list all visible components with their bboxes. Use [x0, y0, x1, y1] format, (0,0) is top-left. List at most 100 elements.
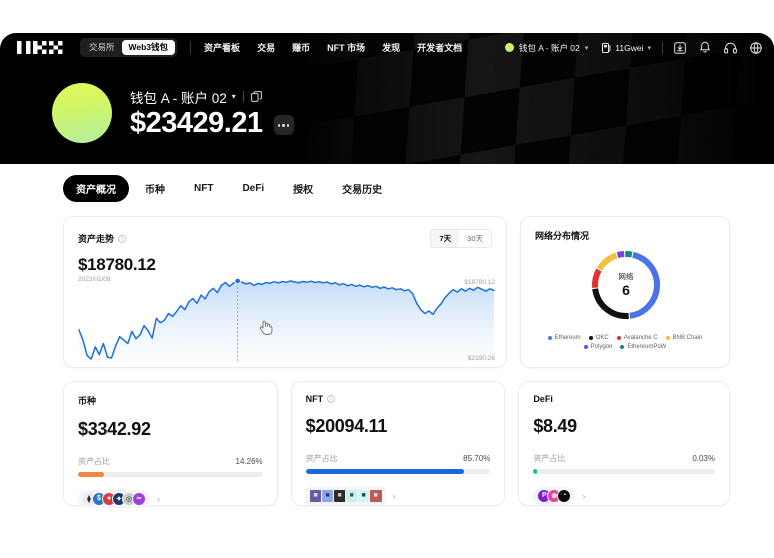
donut-segment-ethereumpow[interactable]: [625, 251, 633, 258]
trend-range-7d[interactable]: 7天: [431, 230, 460, 247]
legend-dot-ethereumpow: [620, 345, 625, 349]
asset-breakdown-cards: 币种 $3342.92 资产占比 14.26% ⧫ $ ● ✦ ◎: [0, 368, 774, 508]
donut-segment-ethereum[interactable]: [629, 251, 661, 319]
nft-ratio-label: 资产占比: [305, 454, 338, 463]
main-content: 资产概况 币种 NFT DeFi 授权 交易历史 资产走势 7天: [0, 164, 774, 558]
tokens-chip-group[interactable]: ⧫ $ ● ✦ ◎ ∞: [78, 489, 150, 508]
legend-dot-okc: [588, 336, 593, 340]
bell-icon[interactable]: [699, 41, 711, 54]
chart-low-label: $2190.26: [467, 355, 495, 362]
copy-icon[interactable]: [250, 91, 262, 102]
hero-checker-pattern: [300, 33, 774, 164]
chevron-down-icon[interactable]: ▾: [231, 92, 236, 102]
chevron-right-icon[interactable]: ›: [582, 490, 586, 501]
tab-defi[interactable]: DeFi: [242, 183, 265, 194]
defi-ratio-bar-fill: [533, 469, 538, 474]
tokens-ratio-bar-fill: [78, 472, 105, 477]
trend-chart-svg: [78, 277, 495, 363]
nav-link-trade[interactable]: 交易: [257, 43, 276, 53]
chart-high-label: $18780.12: [464, 279, 495, 286]
download-icon[interactable]: [674, 41, 686, 54]
tokens-ratio-pct: 14.26%: [235, 457, 263, 466]
legend-item-ethereum[interactable]: Ethereum: [547, 335, 581, 341]
tokens-ratio-label: 资产占比: [78, 457, 110, 466]
defi-ratio-bar: [533, 469, 715, 474]
tokens-card[interactable]: 币种 $3342.92 资产占比 14.26% ⧫ $ ● ✦ ◎: [63, 381, 278, 508]
defi-ratio-label: 资产占比: [533, 454, 566, 463]
tab-approvals[interactable]: 授权: [293, 185, 314, 196]
legend-dot-avalanche: [616, 336, 621, 340]
legend-dot-polygon: [583, 345, 588, 349]
donut-segment-avalanche-c[interactable]: [592, 268, 602, 288]
okx-logo[interactable]: [17, 41, 63, 54]
network-legend: Ethereum OKC Avalanche C BNB Chain: [535, 335, 715, 350]
chevron-right-icon[interactable]: ›: [392, 490, 396, 501]
product-switch[interactable]: 交易所 Web3钱包: [80, 38, 178, 57]
tab-overview[interactable]: 资产概况: [63, 175, 129, 202]
account-name: 钱包 A - 账户 02: [130, 90, 227, 106]
gas-fee-selector[interactable]: 11Gwei ▾: [602, 42, 651, 53]
nft-card-title: NFT: [305, 394, 324, 404]
donut-segment-okc[interactable]: [592, 288, 629, 319]
headphones-icon[interactable]: [724, 42, 737, 54]
info-circle-icon[interactable]: [327, 395, 336, 403]
defi-ratio-pct: 0.03%: [692, 454, 715, 463]
nav-link-nft-market[interactable]: NFT 市场: [327, 43, 366, 53]
network-donut-svg: [592, 251, 661, 319]
legend-item-polygon[interactable]: Polygon: [583, 344, 613, 350]
nft-chip-group[interactable]: ■ ■ ■ ■ ■ ■: [305, 486, 386, 505]
tab-transaction-history[interactable]: 交易历史: [342, 185, 383, 196]
nft-ratio-bar: [305, 469, 491, 474]
nav-link-developer-docs[interactable]: 开发者文档: [417, 43, 463, 53]
chevron-right-icon[interactable]: ›: [157, 493, 160, 504]
defi-value: $8.49: [533, 416, 577, 436]
donut-center-count: 6: [622, 282, 630, 298]
tab-nft[interactable]: NFT: [194, 183, 214, 194]
donut-segment-polygon[interactable]: [616, 251, 625, 259]
legend-item-ethereumpow[interactable]: EthereumPoW: [620, 344, 666, 350]
legend-label-ethereum: Ethereum: [554, 335, 581, 341]
nav-link-dashboard[interactable]: 资产看板: [204, 43, 241, 53]
donut-segment-bnb-chain[interactable]: [596, 252, 618, 271]
defi-chip-group[interactable]: P ❀ ◔: [533, 486, 576, 505]
tokens-value: $3342.92: [78, 419, 151, 439]
chevron-down-icon: ▾: [647, 44, 651, 52]
legend-label-ethereumpow: EthereumPoW: [627, 344, 667, 350]
trend-range-30d[interactable]: 30天: [459, 230, 491, 247]
legend-item-bnbchain[interactable]: BNB Chain: [665, 335, 703, 341]
product-switch-web3wallet[interactable]: Web3钱包: [121, 40, 176, 55]
nft-card[interactable]: NFT $20094.11 资产占比 85.70%: [290, 381, 506, 506]
wallet-selector-label: 钱包 A - 账户 02: [518, 42, 580, 53]
defi-card[interactable]: DeFi $8.49 资产占比 0.03% P ❀ ◔ ›: [518, 381, 730, 506]
network-donut-chart[interactable]: 网络 6: [535, 247, 717, 331]
legend-item-avalanche[interactable]: Avalanche C: [616, 335, 658, 341]
tab-tokens[interactable]: 币种: [145, 185, 165, 196]
trend-range-switch[interactable]: 7天 30天: [430, 229, 492, 248]
nav-link-discover[interactable]: 发现: [382, 43, 401, 53]
top-navbar: 交易所 Web3钱包 资产看板 交易 赚币 NFT 市场 发现 开发者文档 钱包…: [0, 33, 774, 62]
chevron-down-icon: ▾: [584, 44, 589, 52]
nft-thumb-4: ■: [344, 488, 359, 503]
legend-item-okc[interactable]: OKC: [588, 335, 609, 341]
info-circle-icon[interactable]: [118, 234, 126, 243]
legend-label-bnbchain: BNB Chain: [672, 335, 703, 341]
legend-label-polygon: Polygon: [590, 344, 613, 350]
defi-card-title: DeFi: [533, 394, 553, 404]
legend-dot-ethereum: [547, 336, 552, 340]
wallet-selector[interactable]: 钱包 A - 账户 02 ▾: [504, 42, 589, 54]
account-balance: $23429.21: [130, 106, 263, 139]
product-switch-exchange[interactable]: 交易所: [89, 42, 115, 53]
asset-trend-card: 资产走势 7天 30天 $18780.12 2023/01/08: [63, 216, 507, 368]
legend-label-okc: OKC: [595, 335, 609, 341]
globe-icon[interactable]: [750, 41, 762, 54]
asset-trend-chart[interactable]: $18780.12 $2190.26: [78, 275, 495, 363]
nav-link-earn[interactable]: 赚币: [292, 43, 311, 53]
dark-header-panel: 交易所 Web3钱包 资产看板 交易 赚币 NFT 市场 发现 开发者文档 钱包…: [0, 33, 774, 164]
nav-right-cluster: 钱包 A - 账户 02 ▾ 11Gwei ▾: [504, 41, 774, 54]
hand-cursor-icon: [259, 320, 273, 335]
nav-divider: [190, 41, 192, 54]
legend-dot-bnbchain: [665, 336, 670, 340]
account-more-button[interactable]: [273, 115, 294, 136]
account-avatar[interactable]: [52, 83, 112, 143]
nav-icon-divider: [662, 41, 663, 54]
